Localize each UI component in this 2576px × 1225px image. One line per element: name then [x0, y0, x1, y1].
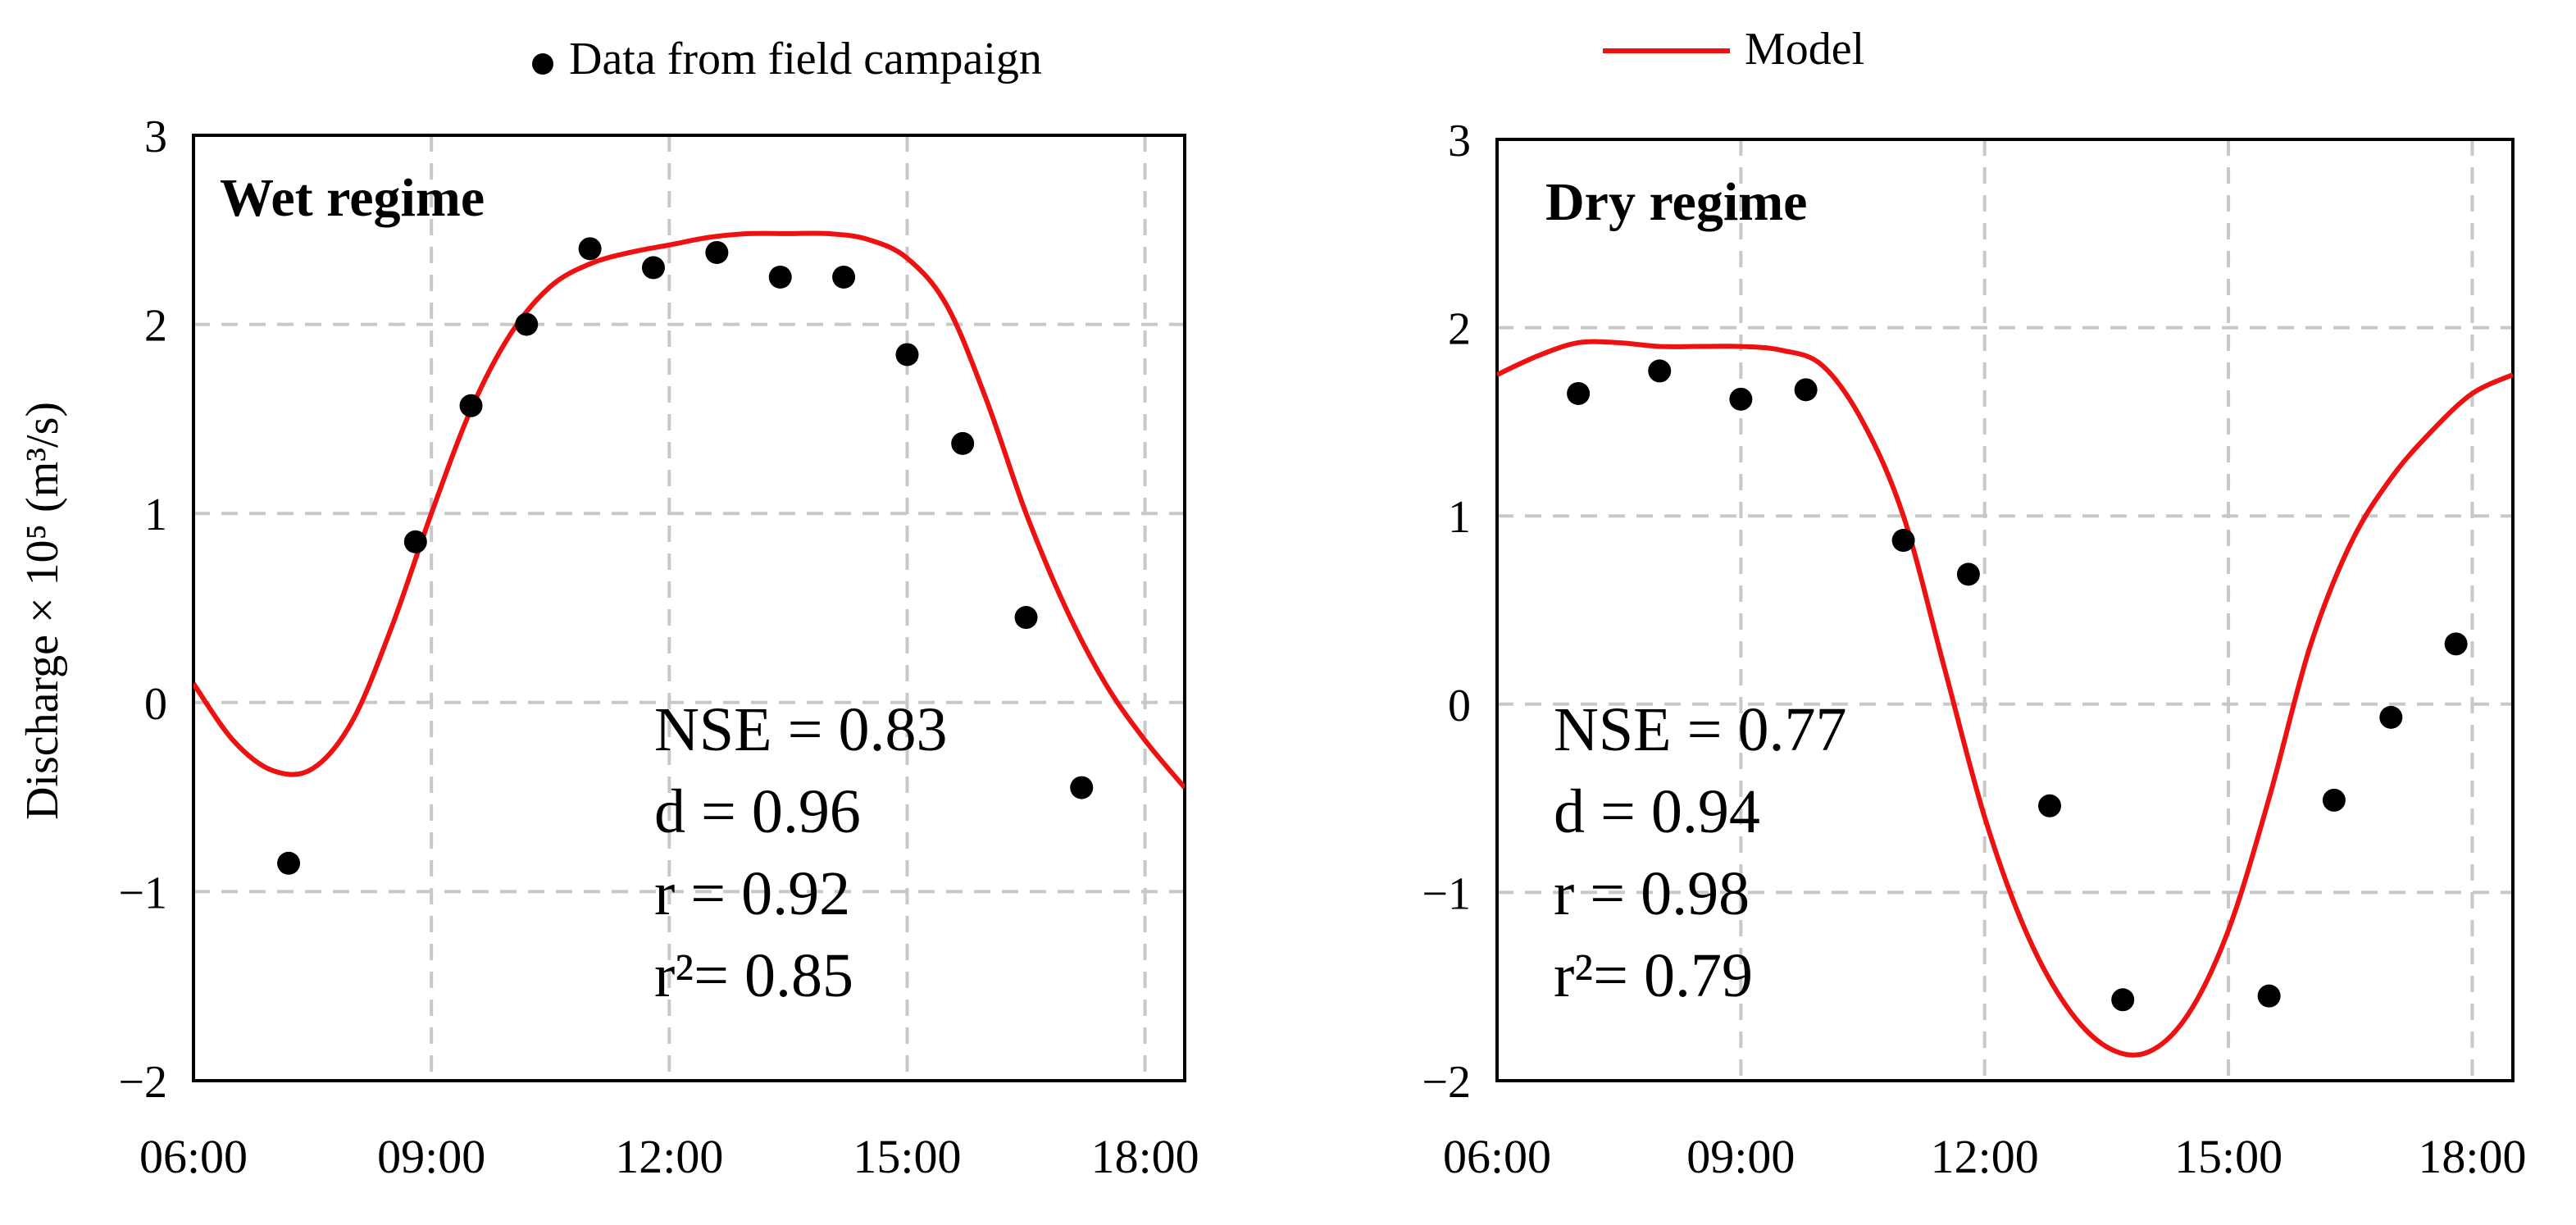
- model-line: [193, 230, 1185, 790]
- panel-dry-regime: −2 −1 0 1 2 3 06:00 09:00 12:00 15:00 18:00 Dry reg…: [1422, 116, 2526, 1183]
- y-tick-label: 0: [1448, 681, 1471, 731]
- x-tick-label: 09:00: [377, 1130, 485, 1183]
- data-point: [705, 240, 729, 264]
- y-tick-label: 3: [1448, 116, 1471, 166]
- stat-line: d = 0.96: [654, 777, 861, 846]
- data-point: [1648, 359, 1672, 383]
- data-point: [951, 431, 975, 455]
- x-tick-label: 06:00: [139, 1130, 248, 1183]
- stat-line: NSE = 0.83: [654, 695, 947, 764]
- data-point: [1567, 381, 1591, 405]
- data-point: [2111, 988, 2135, 1012]
- data-point: [1729, 387, 1753, 411]
- data-point: [2379, 705, 2403, 729]
- data-point: [403, 530, 427, 553]
- data-point: [2038, 794, 2062, 817]
- x-tick-label: 12:00: [615, 1130, 723, 1183]
- y-tick-label: −2: [118, 1057, 167, 1108]
- data-point: [459, 394, 483, 417]
- y-tick-label: −1: [1422, 868, 1471, 919]
- stat-line: r²= 0.79: [1554, 941, 1753, 1010]
- legend: Data from field campaign Model: [532, 24, 1864, 84]
- panel-title: Dry regime: [1545, 172, 1807, 232]
- y-tick-label: 1: [1448, 492, 1471, 543]
- stat-line: r = 0.92: [654, 859, 850, 928]
- x-tick-label: 15:00: [853, 1130, 961, 1183]
- y-tick-label: 3: [144, 112, 167, 162]
- data-point: [1794, 378, 1818, 402]
- data-point: [641, 256, 665, 280]
- data-point: [2444, 632, 2468, 656]
- stat-line: NSE = 0.77: [1554, 695, 1846, 764]
- x-tick-label: 12:00: [1931, 1130, 2039, 1183]
- panel-wet-regime: −2 −1 0 1 2 3 06:00 09:00 12:00 15:00 18:00 Wet reg…: [118, 112, 1199, 1183]
- y-tick-label: 2: [1448, 304, 1471, 355]
- plot-frame: [1495, 138, 2515, 1082]
- data-point: [1014, 606, 1038, 630]
- panel-title: Wet regime: [220, 168, 485, 228]
- stat-line: d = 0.94: [1554, 777, 1760, 846]
- data-point: [768, 265, 792, 289]
- x-tick-label: 09:00: [1686, 1130, 1795, 1183]
- model-line: [1497, 339, 2513, 1058]
- data-point: [2257, 984, 2281, 1008]
- y-tick-label: −2: [1422, 1057, 1471, 1108]
- y-tick-label: 1: [144, 490, 167, 540]
- data-point: [895, 343, 919, 367]
- x-tick-label: 18:00: [2418, 1130, 2526, 1183]
- plot-frame: [192, 134, 1186, 1082]
- x-tick-label: 06:00: [1443, 1130, 1551, 1183]
- y-axis-label: Discharge × 10⁵ (m³/s): [17, 402, 68, 820]
- data-point: [1956, 562, 1980, 586]
- data-point: [1891, 529, 1915, 553]
- legend-model-label: Model: [1745, 24, 1864, 75]
- stat-line: r²= 0.85: [654, 941, 853, 1010]
- legend-data-marker: [532, 53, 553, 75]
- data-point: [277, 851, 301, 875]
- y-tick-label: 0: [144, 679, 167, 730]
- data-point: [2322, 788, 2346, 812]
- x-tick-label: 18:00: [1091, 1130, 1199, 1183]
- stat-line: r = 0.98: [1554, 859, 1750, 928]
- x-tick-label: 15:00: [2174, 1130, 2282, 1183]
- data-point: [515, 312, 539, 336]
- data-point: [1070, 776, 1094, 799]
- data-point: [578, 237, 602, 261]
- y-tick-label: 2: [144, 301, 167, 352]
- y-tick-label: −1: [118, 868, 167, 918]
- data-point: [832, 265, 856, 289]
- legend-data-label: Data from field campaign: [569, 34, 1042, 84]
